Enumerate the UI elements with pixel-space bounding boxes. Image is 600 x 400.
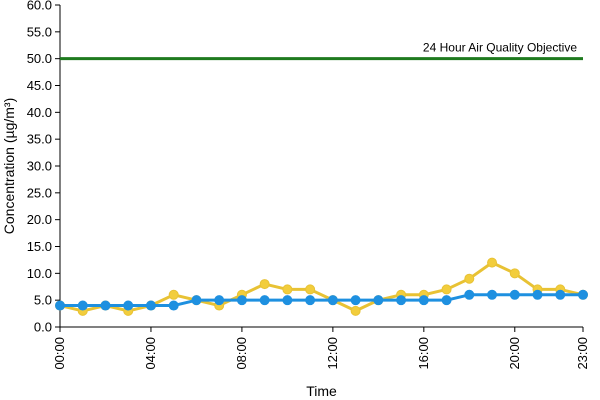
series-2-point xyxy=(487,289,498,300)
x-tick-label: 20:00 xyxy=(507,337,522,370)
x-tick-label: 08:00 xyxy=(234,337,249,370)
series-2-point xyxy=(373,295,384,306)
y-tick-label: 20.0 xyxy=(27,212,52,227)
series-2-point xyxy=(77,300,88,311)
series-1-point xyxy=(509,268,520,279)
series-group xyxy=(55,257,588,316)
series-2-point xyxy=(509,289,520,300)
series-2-point xyxy=(214,295,225,306)
series-2-point xyxy=(100,300,111,311)
y-tick-label: 0.0 xyxy=(34,320,52,335)
series-1-point xyxy=(350,305,361,316)
series-2-point xyxy=(259,295,270,306)
x-tick-label: 12:00 xyxy=(325,337,340,370)
series-2-point xyxy=(55,300,65,311)
series-1-point xyxy=(282,284,293,295)
series-1-point xyxy=(168,289,179,300)
series-1-point xyxy=(464,273,475,284)
x-axis-title: Time xyxy=(306,383,337,399)
series-1-point xyxy=(441,284,452,295)
y-tick-label: 60.0 xyxy=(27,0,52,13)
y-tick-label: 10.0 xyxy=(27,266,52,281)
series-2-point xyxy=(168,300,179,311)
series-1-line xyxy=(59,261,584,313)
x-tick-label: 00:00 xyxy=(52,337,67,370)
series-1-point xyxy=(305,284,316,295)
y-tick-label: 25.0 xyxy=(27,185,52,200)
series-2-point xyxy=(191,295,202,306)
series-1-point xyxy=(487,257,498,268)
series-2-point xyxy=(464,289,475,300)
y-axis: 0.0 5.0 10.0 15.0 20.0 25.0 30.0 35.0 40.0 45.0 50… xyxy=(27,0,61,335)
y-tick-label: 40.0 xyxy=(27,105,52,120)
y-tick-label: 35.0 xyxy=(27,132,52,147)
x-axis: 00:00 04:00 08:00 12:00 16:00 20:00 23:00 xyxy=(52,326,590,370)
series-2 xyxy=(55,289,588,311)
series-2-point xyxy=(578,289,588,300)
series-2-point xyxy=(282,295,293,306)
series-2-point xyxy=(327,295,338,306)
series-2-point xyxy=(418,295,429,306)
series-2-point xyxy=(350,295,361,306)
y-tick-label: 55.0 xyxy=(27,24,52,39)
y-axis-title: Concentration (µg/m³) xyxy=(1,98,17,234)
y-tick-label: 45.0 xyxy=(27,78,52,93)
x-tick-label: 04:00 xyxy=(143,337,158,370)
series-2-point xyxy=(532,289,543,300)
series-2-point xyxy=(555,289,566,300)
x-tick-label: 23:00 xyxy=(575,337,590,370)
x-tick-label: 16:00 xyxy=(416,337,431,370)
series-2-point xyxy=(236,295,247,306)
objective-line-group: 24 Hour Air Quality Objective xyxy=(60,41,583,61)
series-2-point xyxy=(123,300,134,311)
series-1-point xyxy=(259,279,270,290)
series-2-point xyxy=(305,295,316,306)
objective-label: 24 Hour Air Quality Objective xyxy=(423,41,577,55)
y-tick-label: 5.0 xyxy=(34,293,52,308)
series-2-point xyxy=(396,295,407,306)
y-tick-label: 15.0 xyxy=(27,239,52,254)
series-2-point xyxy=(145,300,156,311)
series-2-point xyxy=(441,295,452,306)
y-tick-label: 30.0 xyxy=(27,159,52,174)
y-tick-label: 50.0 xyxy=(27,51,52,66)
